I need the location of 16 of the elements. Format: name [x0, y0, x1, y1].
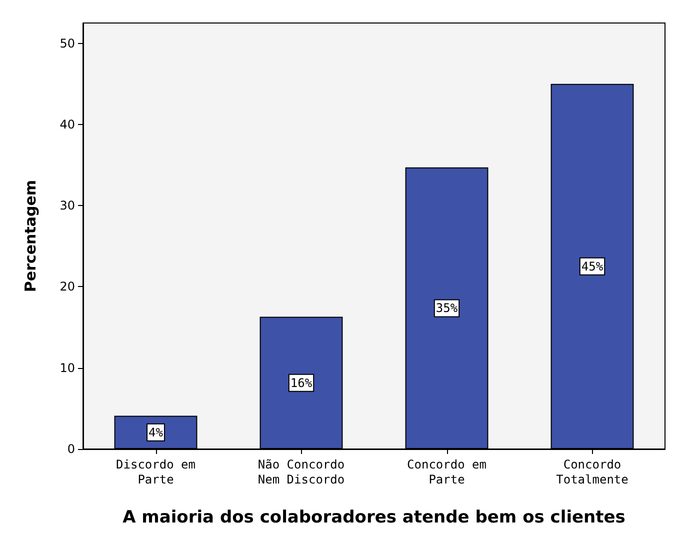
x-tick-label: Concordo em Parte: [407, 458, 486, 486]
y-tick-label: 30: [60, 198, 75, 213]
x-tick-label: Discordo em Parte: [116, 458, 196, 486]
x-tick-label: Não Concordo Nem Discordo: [258, 458, 345, 486]
data-label: 16%: [290, 376, 313, 390]
y-tick-label: 40: [60, 117, 75, 132]
x-tick-label: Concordo Totalmente: [556, 458, 628, 486]
data-label: 35%: [436, 301, 458, 316]
y-tick-label: 0: [67, 442, 75, 456]
data-label: 45%: [581, 259, 604, 274]
y-tick-label: 50: [60, 36, 75, 50]
x-axis-title: A maioria dos colaboradores atende bem os clientes: [122, 508, 626, 528]
y-axis-title: Percentagem: [22, 180, 40, 292]
data-label: 4%: [148, 425, 164, 440]
y-tick-label: 10: [60, 360, 75, 375]
y-tick-label: 20: [60, 280, 75, 294]
